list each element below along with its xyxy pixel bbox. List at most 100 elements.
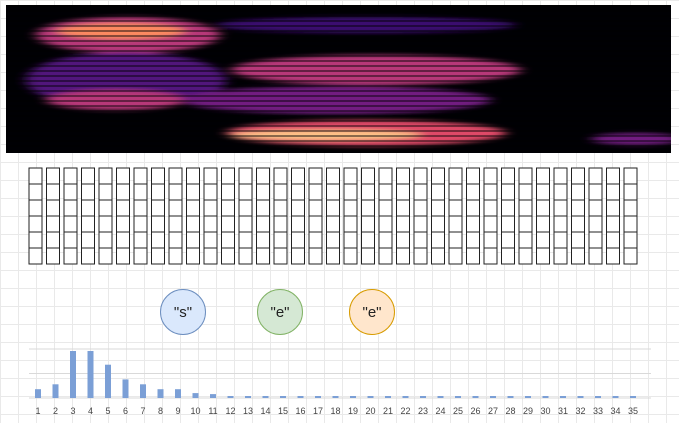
chart-bar [227,396,234,398]
frame-column [378,167,393,265]
chart-bar [385,396,391,398]
frame-column [483,167,498,265]
frame-cell [606,247,620,265]
frame-column [81,167,95,265]
chart-bar [280,396,286,398]
chart-tick-label: 28 [505,406,515,416]
chart-bar [175,389,181,398]
frame-cell [273,247,288,265]
chart-tick-label: 30 [540,406,550,416]
chart-tick-label: 10 [190,406,200,416]
frame-cell [396,247,410,265]
frame-cell [168,247,183,265]
chart-tick-label: 16 [295,406,305,416]
frame-column [518,167,533,265]
frame-cell [431,247,445,265]
chart-tick-label: 27 [488,406,498,416]
frame-cell [343,247,358,265]
chart-bar [525,396,531,398]
frame-cell [238,247,253,265]
frame-column [186,167,200,265]
frame-grid [28,167,638,265]
frame-column [116,167,130,265]
frame-cell [536,247,550,265]
frame-column [326,167,340,265]
chart-tick-label: 9 [175,406,180,416]
chart-tick-label: 14 [260,406,270,416]
frame-cell [81,247,95,265]
chart-tick-label: 25 [453,406,463,416]
frame-column [431,167,445,265]
frame-cell [588,247,603,265]
chart-tick-label: 35 [628,406,638,416]
chart-bar [262,396,269,398]
chart-tick-label: 15 [278,406,288,416]
chart-tick-label: 21 [383,406,393,416]
frame-cell [221,247,235,265]
frame-cell [448,247,463,265]
frame-column [466,167,480,265]
frame-column [606,167,620,265]
chart-tick-label: 4 [88,406,93,416]
frame-column [588,167,603,265]
frame-cell [623,247,638,265]
frame-cell [483,247,498,265]
frame-cell [378,247,393,265]
chart-bar [35,389,41,398]
frame-cell [413,247,428,265]
spectrogram-harmonics [6,5,671,153]
chart-bar [612,396,619,398]
frame-column [63,167,78,265]
chart-bar [192,393,199,398]
frame-column [151,167,165,265]
frame-column [203,167,218,265]
chart-bar [577,396,584,398]
frame-cell [361,247,375,265]
chart-tick-label: 22 [400,406,410,416]
frame-column [501,167,515,265]
frame-cell [308,247,323,265]
chart-bar [560,396,566,398]
frame-column [553,167,568,265]
chart-bar [420,396,426,398]
chart-tick-label: 23 [418,406,428,416]
frame-cell [133,247,148,265]
frame-cell [98,247,113,265]
chart-bar [52,384,59,398]
chart-tick-label: 18 [330,406,340,416]
spectrogram [6,5,671,153]
frame-column [396,167,410,265]
frame-cell [326,247,340,265]
frame-column [221,167,235,265]
chart-bar [630,396,636,398]
chart-tick-label: 19 [348,406,358,416]
frame-column [413,167,428,265]
frame-column [536,167,550,265]
frame-column [361,167,375,265]
frame-cell [291,247,305,265]
chart-tick-label: 5 [105,406,110,416]
chart-tick-label: 29 [523,406,533,416]
frame-column [238,167,253,265]
chart-tick-label: 33 [593,406,603,416]
frame-column [448,167,463,265]
chart-tick-label: 32 [575,406,585,416]
frame-cell [63,247,78,265]
chart-bar [105,364,111,398]
frame-column [291,167,305,265]
chart-tick-label: 3 [70,406,75,416]
chart-bar [490,396,496,398]
frame-column [623,167,638,265]
frame-column [28,167,43,265]
frame-column [256,167,270,265]
chart-bar [455,396,461,398]
frame-cell [186,247,200,265]
frame-column [98,167,113,265]
chart-tick-label: 2 [53,406,58,416]
chart-bar [245,396,251,398]
chart-bar [297,396,304,398]
frame-column [343,167,358,265]
frame-cell [571,247,585,265]
